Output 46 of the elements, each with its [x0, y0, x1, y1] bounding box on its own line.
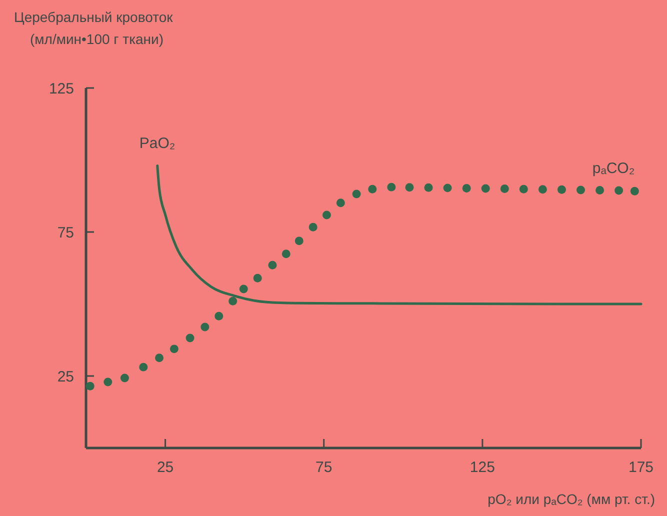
point — [294, 236, 304, 246]
y-tick-label: 25 — [57, 368, 74, 386]
point — [596, 186, 604, 194]
y-tick-label: 75 — [57, 224, 74, 242]
x-axis-title: pO₂ или pₐCO₂ (мм рт. ст.) — [488, 491, 655, 507]
series-label: pₐCO₂ — [592, 160, 635, 178]
point — [500, 184, 509, 194]
point — [538, 185, 547, 194]
point — [576, 186, 585, 194]
point — [405, 183, 414, 192]
point — [519, 184, 528, 194]
point — [186, 334, 194, 342]
point — [630, 186, 639, 196]
x-tick-label: 75 — [316, 459, 332, 476]
point — [155, 354, 164, 362]
point — [443, 184, 452, 192]
point — [139, 362, 148, 372]
point — [200, 322, 210, 332]
point — [239, 284, 248, 294]
point — [104, 378, 112, 386]
point — [368, 184, 377, 194]
x-tick-label: 125 — [470, 459, 495, 476]
point — [253, 274, 262, 282]
y-axis-title: Церебральный кровоток (мл/мин•100 г ткани) — [14, 9, 174, 47]
point — [322, 210, 331, 220]
series-label: PaO₂ — [139, 134, 176, 152]
point — [336, 198, 345, 208]
point — [387, 182, 396, 192]
point — [481, 184, 490, 193]
point — [268, 260, 277, 270]
point — [614, 186, 624, 195]
point — [352, 190, 361, 198]
point — [308, 222, 318, 232]
point — [462, 184, 471, 192]
point — [120, 374, 129, 382]
point — [214, 312, 224, 320]
point — [170, 344, 178, 354]
point — [424, 183, 433, 192]
x-tick-label: 175 — [628, 459, 654, 476]
point — [557, 185, 566, 194]
line-series — [156, 164, 642, 306]
point — [228, 296, 238, 306]
point — [86, 382, 94, 390]
point — [282, 250, 290, 258]
x-tick-label: 25 — [156, 459, 174, 476]
y-tick-label: 125 — [48, 80, 74, 98]
